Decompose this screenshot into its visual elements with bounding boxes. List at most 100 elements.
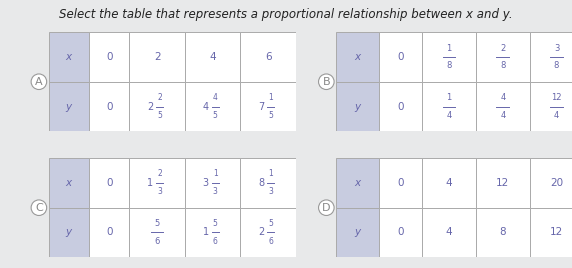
- Bar: [379, 208, 422, 257]
- Text: 4: 4: [446, 178, 452, 188]
- Bar: [379, 32, 422, 82]
- Bar: [336, 158, 379, 208]
- Bar: [240, 208, 296, 257]
- Text: 5: 5: [154, 219, 160, 228]
- Text: C: C: [35, 203, 43, 213]
- Text: 4: 4: [202, 102, 209, 111]
- Text: 5: 5: [268, 111, 273, 120]
- Text: 5: 5: [213, 111, 218, 120]
- Bar: [476, 82, 530, 131]
- Text: 12: 12: [550, 228, 563, 237]
- Text: 6: 6: [154, 237, 160, 246]
- Text: 0: 0: [106, 228, 113, 237]
- Text: 2: 2: [258, 228, 264, 237]
- Text: 0: 0: [398, 52, 404, 62]
- Text: 0: 0: [106, 52, 113, 62]
- Text: 1: 1: [213, 169, 217, 178]
- Text: x: x: [66, 52, 72, 62]
- Text: y: y: [66, 228, 72, 237]
- Text: y: y: [355, 228, 360, 237]
- Text: 1: 1: [446, 93, 452, 102]
- Bar: [336, 82, 379, 131]
- Text: 12: 12: [551, 93, 562, 102]
- Bar: [89, 32, 129, 82]
- Text: 2: 2: [147, 102, 153, 111]
- Text: 5: 5: [157, 111, 162, 120]
- Bar: [129, 32, 185, 82]
- Bar: [240, 32, 296, 82]
- Text: 3: 3: [554, 43, 559, 53]
- Text: B: B: [323, 77, 330, 87]
- Bar: [476, 158, 530, 208]
- Text: 3: 3: [157, 187, 162, 196]
- Text: x: x: [66, 178, 72, 188]
- Bar: [185, 158, 240, 208]
- Text: 8: 8: [446, 61, 452, 70]
- Text: 0: 0: [398, 228, 404, 237]
- Text: 1: 1: [202, 228, 209, 237]
- Text: A: A: [35, 77, 43, 87]
- Text: 8: 8: [258, 178, 264, 188]
- Text: 1: 1: [268, 169, 273, 178]
- Bar: [530, 32, 572, 82]
- Text: 5: 5: [268, 219, 273, 228]
- Bar: [240, 158, 296, 208]
- Text: 8: 8: [554, 61, 559, 70]
- Text: x: x: [355, 52, 360, 62]
- Text: 4: 4: [213, 93, 218, 102]
- Bar: [336, 208, 379, 257]
- Text: 6: 6: [265, 52, 272, 62]
- Text: 2: 2: [157, 169, 162, 178]
- Text: 1: 1: [147, 178, 153, 188]
- Text: 0: 0: [398, 178, 404, 188]
- Bar: [185, 208, 240, 257]
- Text: y: y: [66, 102, 72, 111]
- Text: 4: 4: [500, 93, 506, 102]
- Bar: [129, 158, 185, 208]
- Text: y: y: [355, 102, 360, 111]
- Text: 4: 4: [209, 52, 216, 62]
- Bar: [89, 82, 129, 131]
- Bar: [240, 82, 296, 131]
- Text: 7: 7: [258, 102, 264, 111]
- Bar: [379, 158, 422, 208]
- Bar: [49, 82, 89, 131]
- Bar: [129, 208, 185, 257]
- Text: 5: 5: [213, 219, 218, 228]
- Text: 3: 3: [213, 187, 218, 196]
- Bar: [530, 208, 572, 257]
- Text: 8: 8: [500, 61, 506, 70]
- Bar: [336, 32, 379, 82]
- Text: 0: 0: [398, 102, 404, 111]
- Text: 3: 3: [202, 178, 209, 188]
- Text: 1: 1: [268, 93, 273, 102]
- Bar: [476, 208, 530, 257]
- Bar: [49, 208, 89, 257]
- Text: 8: 8: [499, 228, 506, 237]
- Text: x: x: [355, 178, 360, 188]
- Bar: [185, 82, 240, 131]
- Bar: [89, 158, 129, 208]
- Text: 12: 12: [496, 178, 510, 188]
- Bar: [185, 32, 240, 82]
- Text: 20: 20: [550, 178, 563, 188]
- Bar: [129, 82, 185, 131]
- Text: 4: 4: [500, 111, 506, 120]
- Text: D: D: [322, 203, 331, 213]
- Bar: [530, 158, 572, 208]
- Text: 4: 4: [446, 228, 452, 237]
- Bar: [89, 208, 129, 257]
- Bar: [422, 158, 476, 208]
- Text: 2: 2: [500, 43, 506, 53]
- Text: 4: 4: [554, 111, 559, 120]
- Text: 0: 0: [106, 178, 113, 188]
- Bar: [422, 208, 476, 257]
- Text: Select the table that represents a proportional relationship between x and y.: Select the table that represents a propo…: [59, 8, 513, 21]
- Bar: [49, 32, 89, 82]
- Text: 2: 2: [157, 93, 162, 102]
- Bar: [530, 82, 572, 131]
- Text: 6: 6: [213, 237, 218, 246]
- Text: 6: 6: [268, 237, 273, 246]
- Bar: [379, 82, 422, 131]
- Bar: [49, 158, 89, 208]
